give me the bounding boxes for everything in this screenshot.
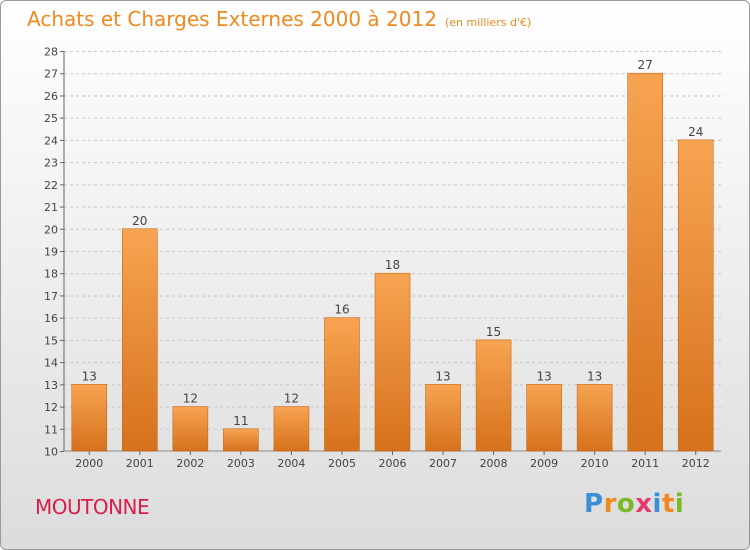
x-tick-label: 2002 bbox=[176, 457, 204, 470]
bar-2011 bbox=[627, 72, 663, 452]
chart-subtitle: (en milliers d'€) bbox=[444, 16, 532, 29]
y-tick-label: 13 bbox=[44, 379, 58, 392]
bar-value-label: 18 bbox=[385, 258, 400, 272]
chart-title-text: Achats et Charges Externes 2000 à 2012 bbox=[27, 7, 437, 31]
x-tick-label: 2010 bbox=[581, 457, 609, 470]
bar-2009 bbox=[526, 384, 562, 452]
y-tick-label: 17 bbox=[44, 290, 58, 303]
bar-2002 bbox=[172, 406, 209, 452]
x-tick-label: 2000 bbox=[75, 457, 103, 470]
x-axis-labels: 2000 2001 2002 2003 2004 2005 2006 2007 2008 2009… bbox=[75, 451, 710, 470]
bar-value-label: 13 bbox=[536, 369, 551, 383]
logo-letter: x bbox=[635, 489, 653, 519]
bar-value-label: 11 bbox=[233, 414, 248, 428]
bar-2006 bbox=[374, 272, 411, 452]
y-tick-label: 12 bbox=[44, 401, 58, 414]
x-tick-label: 2012 bbox=[682, 457, 710, 470]
bar-value-label: 16 bbox=[334, 303, 349, 317]
bar-2004 bbox=[273, 406, 310, 452]
logo-letter: o bbox=[616, 489, 636, 519]
y-tick-label: 28 bbox=[44, 46, 58, 59]
commune-name: MOUTONNE bbox=[35, 495, 150, 519]
logo-letter: i bbox=[674, 489, 685, 519]
y-tick-label: 23 bbox=[44, 157, 58, 170]
x-tick-label: 2001 bbox=[126, 457, 154, 470]
y-tick-label: 19 bbox=[44, 246, 58, 259]
bar-value-label: 27 bbox=[638, 58, 653, 72]
x-tick-label: 2005 bbox=[328, 457, 356, 470]
y-tick-label: 16 bbox=[44, 312, 58, 325]
bar-value-label: 12 bbox=[284, 392, 299, 406]
bar-value-label: 20 bbox=[132, 214, 147, 228]
y-tick-label: 20 bbox=[44, 223, 58, 236]
x-tick-label: 2009 bbox=[530, 457, 558, 470]
bar-2008 bbox=[475, 339, 512, 452]
bar-2000 bbox=[71, 384, 108, 452]
y-tick-label: 25 bbox=[44, 112, 58, 125]
bar-2001 bbox=[122, 228, 158, 452]
bar-2007 bbox=[425, 384, 461, 452]
bar-2012 bbox=[677, 139, 714, 452]
y-tick-label: 15 bbox=[44, 334, 58, 347]
bar-2005 bbox=[324, 317, 360, 452]
chart-title: Achats et Charges Externes 2000 à 2012 (e… bbox=[27, 7, 531, 31]
y-tick-label: 21 bbox=[44, 201, 58, 214]
logo-letter: r bbox=[603, 489, 617, 519]
x-tick-label: 2007 bbox=[429, 457, 457, 470]
y-tick-label: 26 bbox=[44, 90, 58, 103]
bar-2003 bbox=[223, 428, 259, 452]
x-tick-label: 2011 bbox=[631, 457, 659, 470]
bar-value-label: 13 bbox=[82, 369, 97, 383]
x-tick-label: 2006 bbox=[379, 457, 407, 470]
y-tick-label: 22 bbox=[44, 179, 58, 192]
proxiti-logo: Proxiti bbox=[584, 489, 684, 519]
logo-letter: t bbox=[661, 489, 675, 519]
bar-2010 bbox=[576, 384, 613, 452]
bars: 13 20 12 11 12 16 18 13 15 13 13 27 24 bbox=[71, 58, 714, 452]
bar-value-label: 13 bbox=[435, 369, 450, 383]
y-tick-label: 14 bbox=[44, 357, 58, 370]
y-tick-label: 27 bbox=[44, 68, 58, 81]
bar-value-label: 24 bbox=[688, 125, 703, 139]
y-tick-label: 24 bbox=[44, 134, 58, 147]
y-tick-label: 11 bbox=[44, 423, 58, 436]
x-tick-label: 2004 bbox=[277, 457, 305, 470]
y-tick-label: 18 bbox=[44, 268, 58, 281]
bar-value-label: 12 bbox=[183, 392, 198, 406]
x-tick-label: 2008 bbox=[480, 457, 508, 470]
y-tick-label: 10 bbox=[44, 446, 58, 459]
bar-value-label: 13 bbox=[587, 369, 602, 383]
x-tick-label: 2003 bbox=[227, 457, 255, 470]
logo-letter: P bbox=[584, 489, 604, 519]
bar-value-label: 15 bbox=[486, 325, 501, 339]
logo-letter: i bbox=[652, 489, 662, 519]
